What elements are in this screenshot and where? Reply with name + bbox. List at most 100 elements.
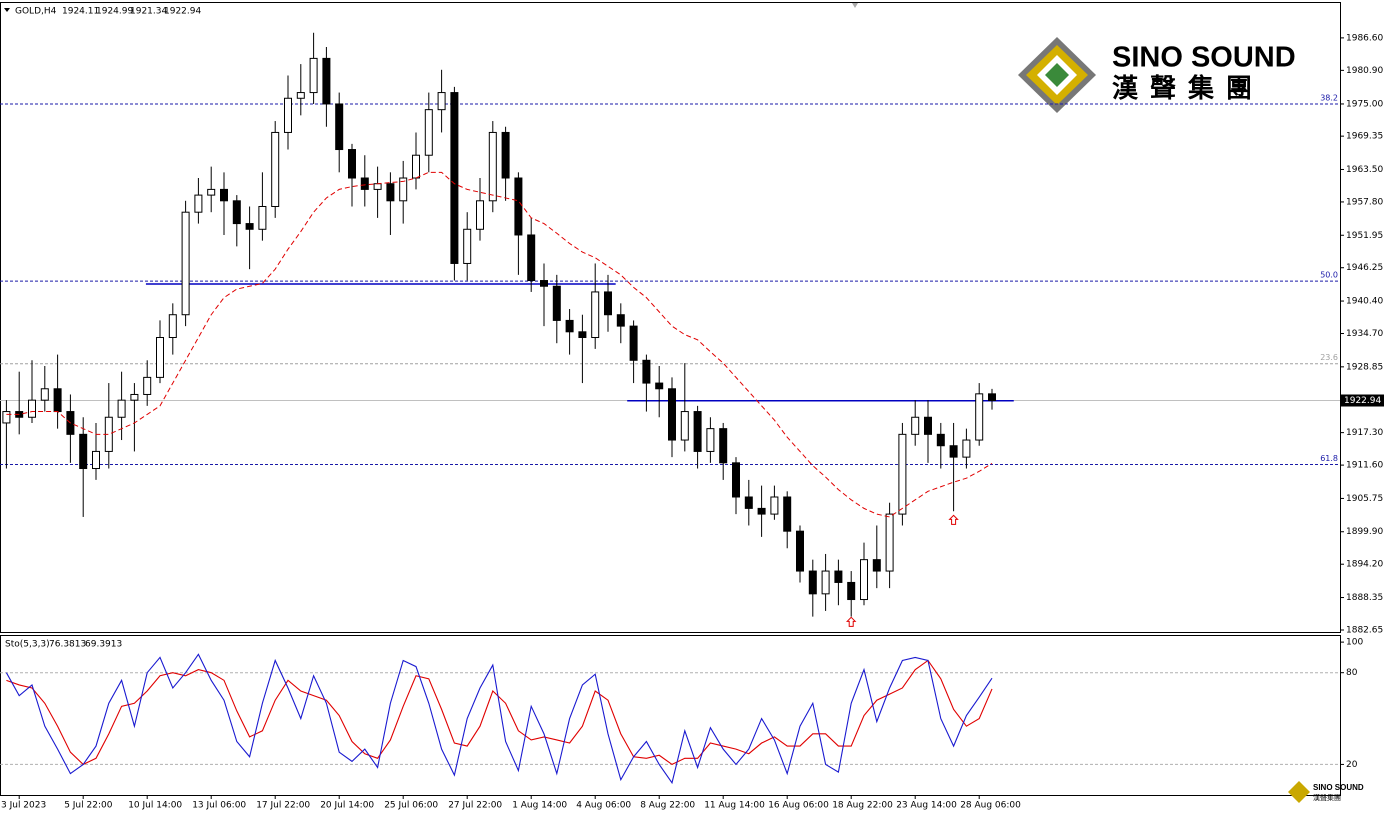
candle-body <box>258 205 267 230</box>
candle-body <box>194 194 203 213</box>
candle-body <box>450 92 459 264</box>
candle-body <box>924 416 932 435</box>
candle-body <box>847 581 856 601</box>
indicator-d: 69.3913 <box>85 640 122 650</box>
menu-arrow <box>4 8 10 12</box>
y-tick-label: 1946.25 <box>1346 263 1383 273</box>
watermark-chinese: 漢聲集團 <box>1313 793 1341 802</box>
y-tick-label: 1980.90 <box>1346 66 1383 76</box>
y-tick-label: 1905.75 <box>1346 494 1383 504</box>
candle-body <box>936 433 945 447</box>
candle-body <box>642 359 651 384</box>
candle-body <box>168 314 177 339</box>
x-tick-label: 16 Aug 06:00 <box>768 801 829 811</box>
header-low: 1921.34 <box>130 7 167 17</box>
y-tick-label: 1917.30 <box>1346 428 1383 438</box>
y-tick-label: 1894.20 <box>1346 560 1383 570</box>
y-tick-label: 80 <box>1346 668 1358 678</box>
candle-body <box>616 314 625 327</box>
fib-label: 23.6 <box>1320 353 1338 362</box>
candle-body <box>348 149 356 179</box>
candle-body <box>757 507 766 515</box>
candle-body <box>578 331 587 339</box>
y-tick-label: 100 <box>1346 638 1363 648</box>
y-tick-label: 20 <box>1346 760 1358 770</box>
candle-body <box>872 559 881 572</box>
candle-body <box>860 559 868 601</box>
candle-body <box>232 200 241 225</box>
candle-body <box>284 97 292 133</box>
y-tick-label: 1911.60 <box>1346 461 1383 471</box>
y-tick-label: 1888.35 <box>1346 593 1383 603</box>
candle-body <box>130 393 139 401</box>
candle-body <box>156 337 164 378</box>
header-close: 1922.94 <box>164 7 201 17</box>
y-tick-label: 1928.85 <box>1346 362 1383 372</box>
candle-body <box>207 188 216 196</box>
y-tick-label: 1986.60 <box>1346 33 1383 43</box>
y-tick-label: 1951.95 <box>1346 231 1383 241</box>
candle-body <box>783 496 792 532</box>
x-tick-label: 8 Aug 22:00 <box>640 801 695 811</box>
candle-body <box>885 513 894 572</box>
candle-body <box>706 428 715 452</box>
candle-body <box>296 92 305 99</box>
candle-body <box>79 433 88 470</box>
candle-body <box>360 177 369 190</box>
fib-label: 50.0 <box>1320 271 1338 280</box>
candle-body <box>911 416 920 435</box>
candle-body <box>821 570 830 595</box>
candle-body <box>28 399 36 418</box>
fib-label: 38.2 <box>1320 93 1338 102</box>
candle-body <box>668 388 676 441</box>
candle-body <box>2 411 11 424</box>
x-tick-label: 11 Aug 14:00 <box>704 801 765 811</box>
header-open: 1924.11 <box>62 7 99 17</box>
candle-body <box>552 285 561 321</box>
fib-label: 61.8 <box>1320 454 1338 463</box>
x-tick-label: 10 Jul 14:00 <box>128 801 182 811</box>
x-tick-label: 27 Jul 22:00 <box>448 801 502 811</box>
candle-body <box>808 570 817 595</box>
x-tick-label: 25 Jul 06:00 <box>384 801 438 811</box>
x-tick-label: 20 Jul 14:00 <box>320 801 374 811</box>
candle-body <box>309 57 318 94</box>
signal-arrow <box>845 616 857 627</box>
candle-body <box>655 382 664 390</box>
candle-body <box>680 411 689 441</box>
candle-body <box>796 530 804 572</box>
x-tick-label: 23 Aug 14:00 <box>896 801 957 811</box>
candle-body <box>53 388 62 413</box>
y-tick-label: 1899.90 <box>1346 527 1383 537</box>
candle-body <box>373 183 382 190</box>
candle-body <box>514 177 523 236</box>
candle-body <box>988 393 996 402</box>
candle-body <box>335 103 344 151</box>
candle-body <box>834 570 843 583</box>
header-high: 1924.99 <box>96 7 133 17</box>
x-tick-label: 4 Aug 06:00 <box>576 801 631 811</box>
candle-body <box>143 376 152 395</box>
candle-body <box>501 131 510 179</box>
candle-body <box>527 234 536 282</box>
candle-body <box>975 393 984 441</box>
candle-body <box>540 280 548 287</box>
candle-body <box>565 319 574 333</box>
candle-body <box>437 92 446 111</box>
oscillator-line <box>6 659 993 766</box>
watermark-name: SINO SOUND <box>1313 783 1364 792</box>
y-tick-label: 1963.50 <box>1346 165 1383 175</box>
candle-body <box>245 223 254 230</box>
candle-body <box>40 388 49 401</box>
candle-body <box>463 228 472 264</box>
candle-body <box>719 428 728 464</box>
candle-body <box>220 188 228 202</box>
indicator-title: Sto(5,3,3) <box>5 640 50 650</box>
logo: SINO SOUND 漢聲集團 SINO SOUND 漢聲集團 <box>1018 37 1364 803</box>
candle-body <box>949 445 958 458</box>
watermark-diamond <box>1288 781 1310 803</box>
candle-body <box>424 109 433 156</box>
oscillator-line <box>5 653 993 785</box>
moving-average <box>6 171 993 518</box>
